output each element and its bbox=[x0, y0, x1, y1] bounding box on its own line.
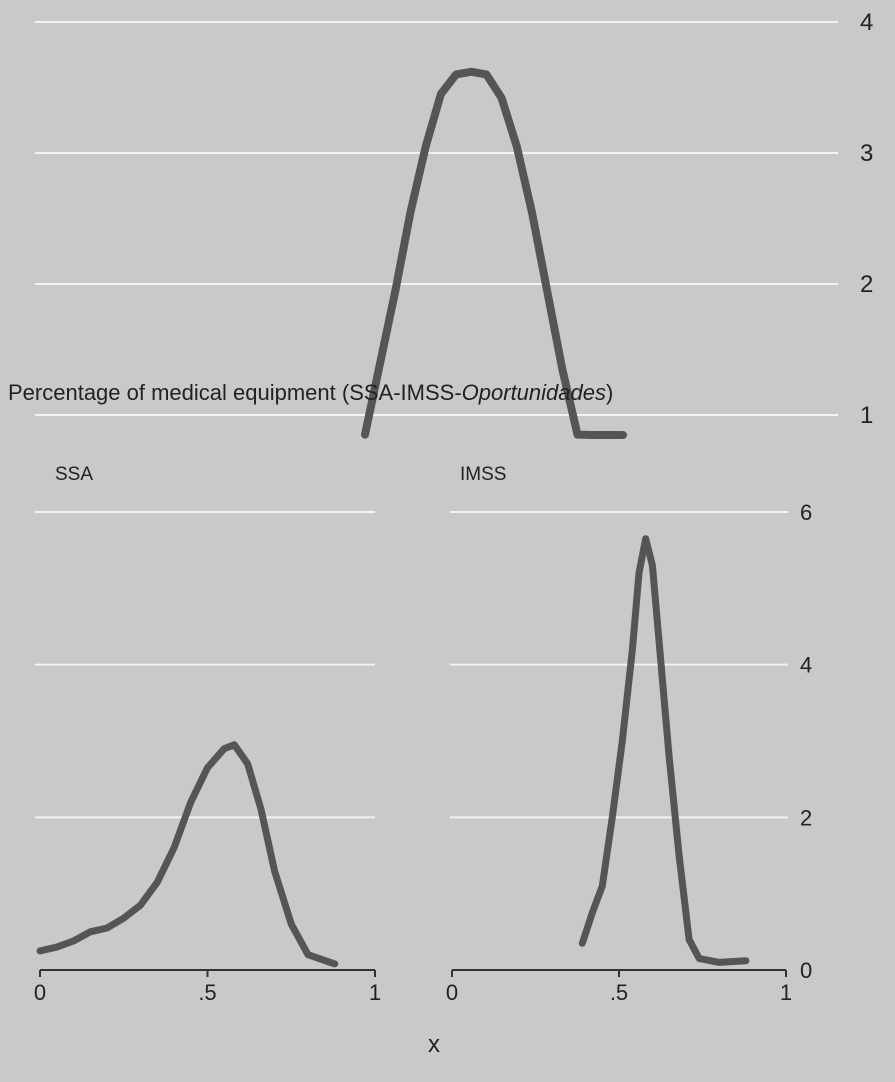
y-tick-label: 2 bbox=[800, 805, 812, 830]
x-tick-label: 0 bbox=[34, 980, 46, 1005]
x-tick-label: 0 bbox=[446, 980, 458, 1005]
x-axis-label: x bbox=[428, 1031, 440, 1058]
y-tick-label: 4 bbox=[800, 653, 812, 678]
series-lines bbox=[36, 67, 750, 968]
x-tick-label: .5 bbox=[198, 980, 216, 1005]
header-italic: Oportunidades bbox=[462, 380, 606, 405]
x-tick-label: 1 bbox=[369, 980, 381, 1005]
gridlines bbox=[35, 21, 838, 819]
panel-title-imss: IMSS bbox=[460, 464, 506, 485]
series-line-ssa bbox=[36, 741, 339, 968]
series-line-imss bbox=[578, 535, 750, 966]
figure-header: Percentage of medical equipment (SSA-IMS… bbox=[8, 380, 613, 405]
y-tick-label: 3 bbox=[860, 140, 873, 167]
panel-title-ssa: SSA bbox=[55, 464, 93, 485]
x-tick-label: 1 bbox=[780, 980, 792, 1005]
x-tick-label: .5 bbox=[610, 980, 628, 1005]
y-tick-label: 1 bbox=[860, 402, 873, 429]
header-close: ) bbox=[606, 380, 613, 405]
y-tick-label: 0 bbox=[800, 958, 812, 983]
y-tick-label: 4 bbox=[860, 9, 873, 36]
series-line-top bbox=[361, 67, 627, 439]
y-tick-label: 6 bbox=[800, 500, 812, 525]
y-tick-label: 2 bbox=[860, 271, 873, 298]
header-text: Percentage of medical equipment (SSA-IMS… bbox=[8, 380, 462, 405]
